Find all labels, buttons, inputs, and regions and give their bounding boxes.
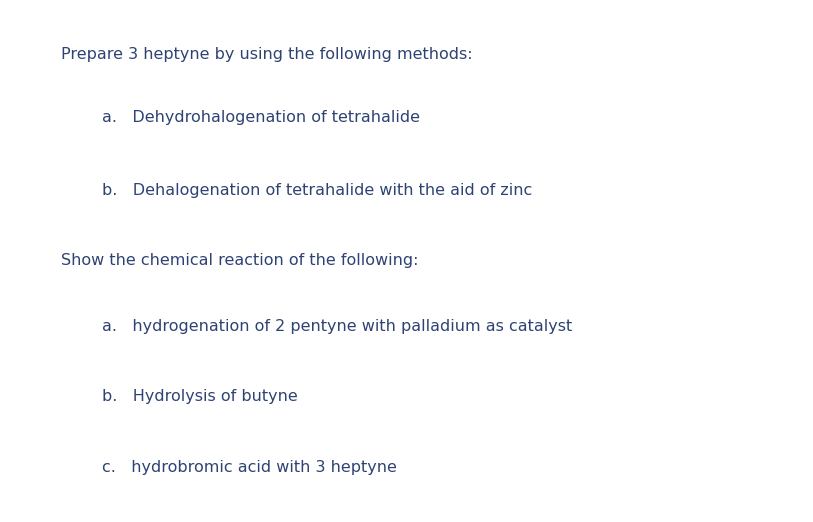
Text: Prepare 3 heptyne by using the following methods:: Prepare 3 heptyne by using the following… bbox=[61, 48, 472, 62]
Text: Show the chemical reaction of the following:: Show the chemical reaction of the follow… bbox=[61, 254, 419, 268]
Text: a.   Dehydrohalogenation of tetrahalide: a. Dehydrohalogenation of tetrahalide bbox=[102, 110, 420, 125]
Text: c.   hydrobromic acid with 3 heptyne: c. hydrobromic acid with 3 heptyne bbox=[102, 460, 397, 474]
Text: a.   hydrogenation of 2 pentyne with palladium as catalyst: a. hydrogenation of 2 pentyne with palla… bbox=[102, 319, 572, 334]
Text: b.   Hydrolysis of butyne: b. Hydrolysis of butyne bbox=[102, 389, 298, 404]
Text: b.   Dehalogenation of tetrahalide with the aid of zinc: b. Dehalogenation of tetrahalide with th… bbox=[102, 183, 532, 198]
